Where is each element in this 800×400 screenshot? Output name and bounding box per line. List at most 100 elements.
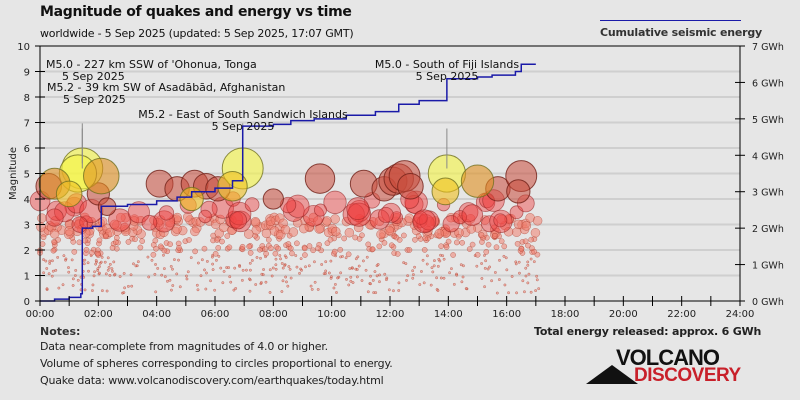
quake-point	[243, 229, 254, 239]
quake-point	[329, 276, 333, 280]
quake-point	[229, 280, 233, 284]
quake-point	[108, 273, 112, 277]
quake-point	[62, 254, 66, 258]
quake-point	[280, 262, 284, 265]
quake-point	[529, 290, 533, 294]
quake-point	[361, 259, 365, 263]
quake-point	[255, 256, 259, 259]
quake-point	[98, 265, 101, 268]
quake-point	[490, 279, 494, 283]
quake-point	[435, 276, 439, 280]
quake-point	[483, 249, 490, 255]
y-tick-label: 0	[24, 297, 30, 308]
quake-point	[528, 236, 535, 243]
quake-point	[514, 240, 521, 247]
quake-point	[522, 290, 526, 294]
quake-point	[141, 214, 158, 231]
quake-point	[344, 256, 348, 260]
quake-point	[261, 228, 272, 239]
quake-point-large	[55, 180, 83, 208]
quake-point	[153, 245, 159, 252]
quake-point	[411, 269, 415, 273]
quake-point	[346, 197, 370, 221]
quake-point	[455, 273, 459, 277]
quake-point	[201, 245, 208, 252]
quake-point	[281, 279, 285, 283]
quake-point	[186, 270, 190, 274]
quake-point	[250, 259, 254, 262]
quake-point	[109, 244, 116, 251]
quake-point	[320, 263, 324, 266]
quake-point	[351, 281, 355, 285]
quake-point	[344, 227, 355, 238]
quake-point	[315, 245, 321, 252]
quake-point	[418, 283, 422, 287]
quake-point	[522, 238, 529, 245]
quake-point	[162, 267, 166, 271]
quake-point	[348, 267, 352, 271]
quake-point	[404, 262, 408, 266]
quake-point	[331, 248, 338, 255]
quake-point	[73, 274, 77, 278]
quake-point	[415, 233, 422, 239]
quake-point	[169, 264, 173, 268]
quake-point	[330, 214, 340, 224]
quake-point	[289, 276, 293, 280]
quake-point	[224, 233, 231, 239]
quake-point	[349, 275, 353, 279]
volcanodiscovery-logo[interactable]: VOLCANO DISCOVERY	[586, 345, 766, 390]
notes-heading: Notes:	[40, 325, 81, 338]
quake-point	[355, 268, 359, 271]
quake-point	[287, 265, 291, 268]
quake-point	[384, 225, 395, 236]
quake-point	[274, 267, 278, 271]
quake-point	[299, 257, 303, 261]
quake-point	[376, 263, 380, 266]
quake-point	[302, 252, 308, 258]
quake-point	[378, 273, 382, 277]
quake-point	[76, 278, 80, 282]
quake-point	[200, 200, 218, 218]
quake-point	[439, 276, 443, 280]
x-tick-label: 16:00	[492, 309, 521, 320]
note-line[interactable]: Quake data: www.volcanodiscovery.com/ear…	[40, 374, 384, 387]
annotation-label: M5.2 - East of South Sandwich Islands	[138, 108, 348, 121]
quake-point	[168, 278, 172, 282]
quake-point	[452, 282, 456, 286]
quake-point	[442, 276, 446, 280]
quake-point	[486, 267, 490, 271]
quake-point	[503, 283, 507, 287]
quake-point	[434, 228, 445, 239]
quake-point	[198, 209, 212, 224]
quake-point	[229, 211, 248, 230]
quake-point	[501, 243, 508, 250]
quake-point	[83, 246, 90, 253]
quake-point	[480, 262, 484, 265]
quake-point	[502, 254, 506, 258]
quake-point	[294, 240, 300, 247]
y-axis-label: Magnitude	[8, 147, 19, 200]
quake-point	[42, 258, 45, 262]
quake-point	[271, 266, 275, 270]
quake-point	[67, 270, 71, 274]
quake-point	[226, 244, 233, 251]
quake-point	[209, 279, 212, 283]
quake-point	[378, 280, 381, 284]
total-energy: Total energy released: approx. 6 GWh	[534, 325, 762, 338]
quake-point	[274, 257, 278, 261]
quake-point	[156, 266, 160, 270]
quake-point	[37, 213, 47, 223]
quake-point	[448, 271, 452, 275]
quake-point	[431, 270, 435, 274]
quake-point	[388, 242, 395, 249]
quake-point	[524, 266, 528, 270]
quake-point	[272, 250, 279, 257]
y2-tick-label: 0 GWh	[752, 297, 784, 308]
quake-point	[288, 227, 299, 237]
quake-point	[535, 274, 539, 278]
quake-point	[393, 234, 400, 241]
quake-point	[64, 258, 68, 262]
legend-label-energy: Cumulative seismic energy	[600, 26, 763, 39]
quake-point	[178, 285, 182, 289]
quake-point	[130, 284, 134, 288]
